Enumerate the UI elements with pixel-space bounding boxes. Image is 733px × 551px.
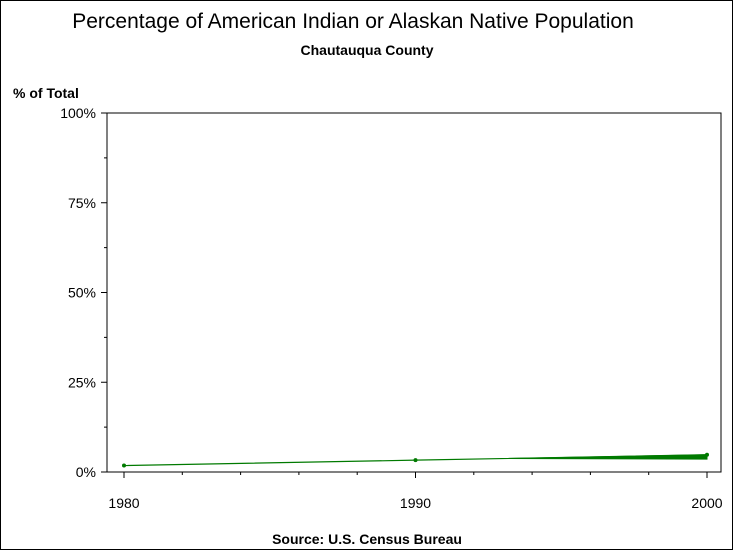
plot-area [106, 112, 722, 473]
y-tick-label: 50% [68, 285, 96, 301]
data-point [413, 458, 418, 463]
data-series [122, 452, 709, 468]
data-point [122, 463, 126, 468]
y-axis: 0% 25% 50% 75% 100% [60, 105, 107, 480]
source-note: Source: U.S. Census Bureau [272, 531, 462, 547]
y-axis-label: % of Total [13, 85, 79, 101]
y-tick-label: 75% [68, 195, 96, 211]
x-axis: 1980 1990 2000 [108, 472, 723, 511]
data-point [705, 452, 709, 457]
y-tick-label: 100% [60, 105, 96, 121]
x-tick-label: 1990 [400, 495, 431, 511]
y-tick-label: 0% [76, 464, 96, 480]
y-tick-label: 25% [68, 374, 96, 390]
chart-title: Percentage of American Indian or Alaskan… [72, 10, 634, 33]
x-tick-label: 2000 [691, 495, 722, 511]
x-tick-label: 1980 [108, 495, 139, 511]
chart-subtitle: Chautauqua County [301, 42, 434, 58]
